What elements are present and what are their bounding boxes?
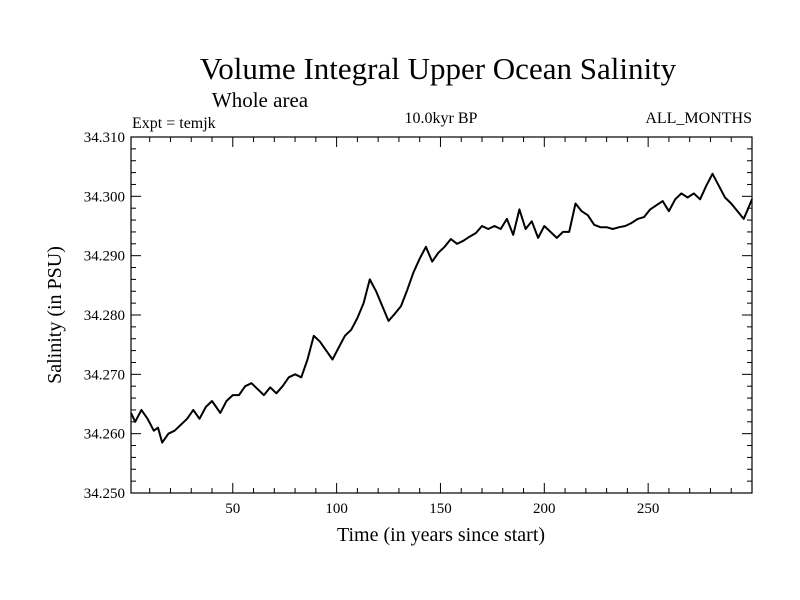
plot-frame [130, 136, 753, 494]
y-tick-label: 34.260 [84, 427, 125, 443]
chart-subtitle: Whole area [212, 88, 309, 112]
x-tick-label: 150 [429, 501, 452, 517]
x-tick-labels: 50 100 150 200 250 [225, 501, 659, 517]
y-tick-labels: 34.250 34.260 34.270 34.280 34.290 34.300 34.3… [84, 130, 125, 502]
x-tick-label: 250 [637, 501, 660, 517]
annotation-expt: Expt = temjk [132, 115, 216, 132]
y-tick-label: 34.310 [84, 130, 125, 146]
chart-title: Volume Integral Upper Ocean Salinity [200, 51, 677, 86]
x-tick-label: 200 [533, 501, 556, 517]
y-axis-label: Salinity (in PSU) [44, 246, 66, 384]
axis-ticks [131, 136, 752, 494]
y-tick-label: 34.250 [84, 486, 125, 502]
annotation-period: 10.0kyr BP [405, 110, 478, 127]
series-line-salinity [130, 172, 753, 444]
x-tick-label: 100 [325, 501, 348, 517]
x-axis-label: Time (in years since start) [337, 524, 545, 546]
annotation-months: ALL_MONTHS [645, 110, 752, 127]
y-tick-label: 34.290 [84, 249, 125, 265]
y-tick-label: 34.300 [84, 189, 125, 205]
y-tick-label: 34.280 [84, 308, 125, 324]
x-tick-label: 50 [225, 501, 240, 517]
y-tick-label: 34.270 [84, 367, 125, 383]
